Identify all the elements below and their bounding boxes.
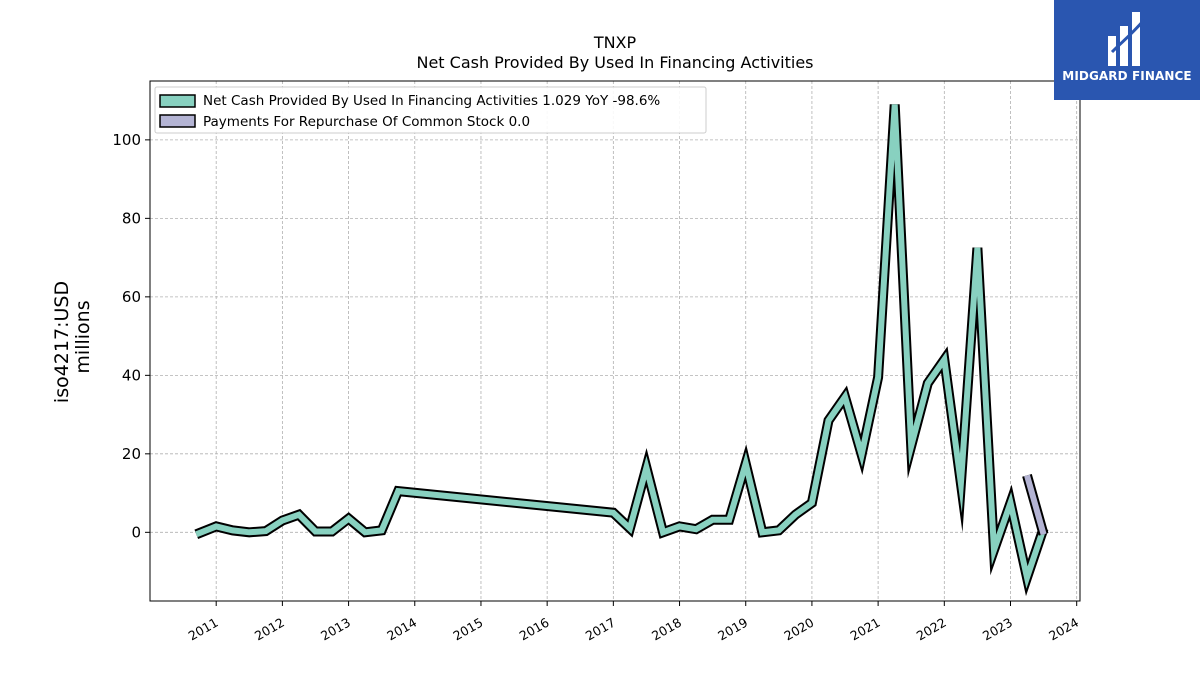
chart-title: TNXP [593,33,637,52]
y-tick-label: 60 [122,288,141,306]
x-tick-label: 2024 [1046,615,1081,644]
x-tick-label: 2021 [848,615,883,644]
plot-lines [194,104,1049,597]
x-tick-label: 2019 [715,615,750,644]
plot-frame [149,80,1081,602]
y-tick-label: 80 [122,209,141,227]
x-tick-label: 2016 [517,615,552,644]
logo-text: MIDGARD FINANCE [1062,69,1192,83]
legend: Net Cash Provided By Used In Financing A… [154,86,707,134]
midgard-logo-icon [1108,12,1146,66]
chart-subtitle: Net Cash Provided By Used In Financing A… [416,53,813,72]
legend-label-financing: Net Cash Provided By Used In Financing A… [203,93,660,109]
grid [150,81,1080,601]
x-tick-label: 2020 [781,615,816,644]
legend-box [154,86,707,134]
legend-swatch-repurchase [159,114,196,128]
x-tick-label: 2017 [583,615,618,644]
legend-label-repurchase: Payments For Repurchase Of Common Stock … [203,114,530,130]
x-tick-label: 2011 [186,615,221,644]
y-tick-label: 100 [112,131,141,149]
x-tick-label: 2014 [384,615,419,644]
logo: MIDGARD FINANCE [1054,0,1200,100]
series-outline-financing [194,104,1049,597]
y-tick-label: 0 [131,523,141,541]
x-tick-label: 2018 [649,615,684,644]
y-tick-label: 40 [122,366,141,384]
y-axis-unit: millions [72,300,94,373]
y-tick-label: 20 [122,445,141,463]
axes: 2011 2012 2013 2014 2015 2016 2017 2018 2019 2020… [112,131,1081,644]
x-tick-label: 2012 [252,615,287,644]
series-line-repurchase [1024,474,1047,536]
x-tick-label: 2013 [318,615,353,644]
y-axis-label: iso4217:USD [51,281,73,403]
x-tick-label: 2015 [450,615,485,644]
legend-swatch-financing [159,94,196,108]
x-tick-label: 2023 [980,615,1015,644]
series-line-financing [195,104,1047,589]
x-tick-label: 2022 [914,615,949,644]
